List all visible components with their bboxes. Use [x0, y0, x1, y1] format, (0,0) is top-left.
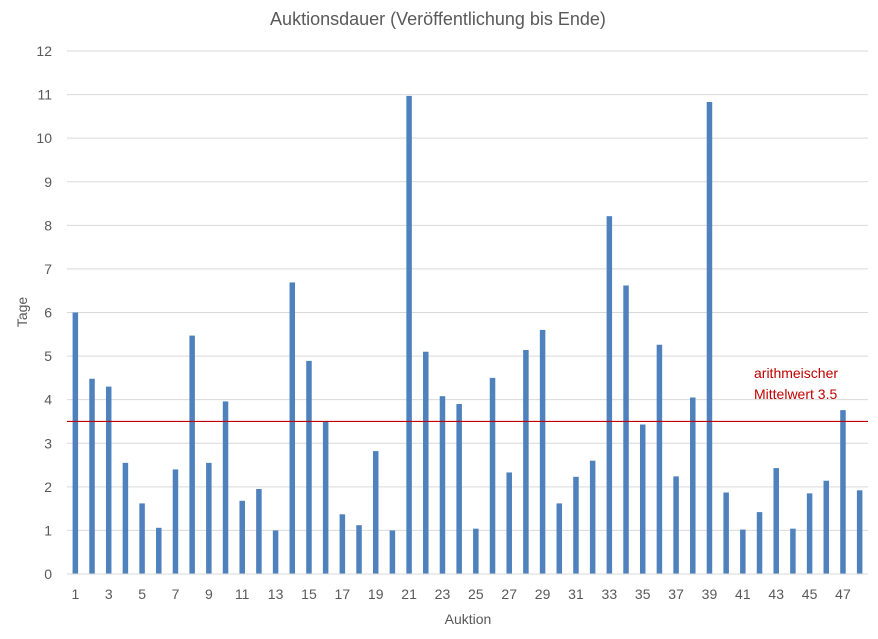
y-tick-label: 6: [44, 305, 52, 321]
bar: [673, 476, 679, 574]
bar: [790, 528, 796, 574]
bar: [606, 216, 613, 574]
y-tick-label: 11: [37, 87, 52, 103]
bar: [656, 344, 663, 574]
bar: [372, 451, 379, 574]
bar: [239, 500, 245, 574]
y-tick-label: 2: [44, 479, 52, 495]
y-tick-label: 10: [36, 130, 52, 146]
bar: [423, 351, 429, 574]
x-tick-label: 25: [468, 586, 484, 602]
bar: [272, 530, 279, 574]
y-axis-label: Tage: [14, 297, 30, 328]
bar: [105, 386, 112, 574]
x-tick-label: 29: [535, 586, 551, 602]
bar: [740, 529, 746, 574]
x-axis-label: Auktion: [445, 611, 492, 627]
bar: [690, 397, 696, 574]
x-tick-label: 47: [835, 586, 851, 602]
x-tick-label: 5: [138, 586, 146, 602]
bar: [306, 360, 312, 574]
x-tick-label: 15: [301, 586, 317, 602]
x-tick-label: 13: [268, 586, 284, 602]
bar: [773, 468, 779, 574]
bar: [206, 462, 212, 574]
y-tick-label: 8: [44, 217, 52, 233]
mean-label-line2: Mittelwert 3.5: [754, 386, 837, 402]
y-tick-label: 3: [44, 435, 52, 451]
x-tick-label: 7: [172, 586, 180, 602]
x-tick-label: 27: [501, 586, 517, 602]
bar: [756, 512, 763, 574]
gridlines: [67, 50, 868, 531]
bar: [156, 527, 162, 574]
y-tick-label: 12: [36, 43, 52, 59]
bar: [706, 101, 713, 575]
bar: [456, 404, 462, 574]
bar: [256, 489, 262, 574]
bar: [473, 528, 479, 574]
bar: [122, 462, 129, 574]
x-tick-label: 1: [71, 586, 79, 602]
bar: [589, 460, 596, 574]
x-tick-label: 31: [568, 586, 584, 602]
bar: [523, 349, 529, 574]
bar: [322, 421, 329, 574]
mean-label-line1: arithmeischer: [754, 365, 838, 381]
bar: [489, 377, 496, 574]
x-tick-label: 43: [768, 586, 784, 602]
x-tick-label: 3: [105, 586, 113, 602]
y-tick-label: 5: [44, 348, 52, 364]
bar: [840, 410, 846, 574]
bar: [623, 285, 629, 574]
y-tick-label: 9: [44, 174, 52, 190]
bar: [506, 472, 512, 574]
bar: [823, 480, 830, 574]
x-tick-label: 19: [368, 586, 384, 602]
bar: [289, 282, 296, 574]
bar: [723, 492, 729, 574]
bar: [573, 476, 579, 574]
bar: [406, 95, 412, 574]
bar: [639, 424, 646, 574]
bar: [439, 396, 446, 574]
bar: [72, 312, 79, 574]
bar: [189, 335, 195, 574]
x-tick-label: 37: [668, 586, 684, 602]
y-tick-label: 4: [44, 392, 52, 408]
x-tick-label: 41: [735, 586, 751, 602]
bar: [222, 401, 229, 574]
x-tick-label: 23: [435, 586, 451, 602]
bar: [356, 525, 362, 574]
bar: [856, 490, 863, 574]
bar: [539, 329, 546, 574]
bar: [172, 469, 179, 574]
bar: [89, 378, 95, 574]
y-tick-label: 7: [44, 261, 52, 277]
x-tick-label: 17: [335, 586, 351, 602]
bar: [339, 514, 346, 574]
x-tick-label: 33: [602, 586, 618, 602]
bar: [139, 503, 145, 574]
bars: [72, 95, 863, 575]
y-tick-label: 0: [44, 566, 52, 582]
x-tick-label: 45: [802, 586, 818, 602]
bar: [389, 530, 396, 574]
x-tick-label: 39: [702, 586, 718, 602]
x-tick-label: 9: [205, 586, 213, 602]
bar: [806, 493, 813, 574]
chart-title: Auktionsdauer (Veröffentlichung bis Ende…: [270, 9, 606, 29]
y-tick-label: 1: [44, 522, 52, 538]
x-tick-label: 35: [635, 586, 651, 602]
x-tick-label: 11: [235, 586, 250, 602]
x-axis-ticks: 1 3 5 7 9 11 13 15 17 19 21 23 25 27 29 31 33 35 37 39 41 43 4…: [71, 586, 851, 602]
bar: [556, 503, 563, 574]
x-tick-label: 21: [401, 586, 417, 602]
